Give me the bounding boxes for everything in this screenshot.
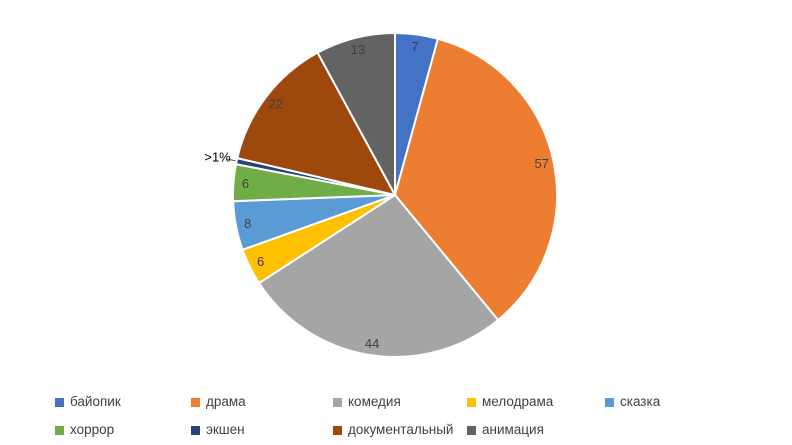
legend-label: анимация [482, 422, 544, 437]
legend-item-анимация: анимация [467, 423, 544, 437]
legend-item-сказка: сказка [605, 395, 660, 409]
legend-marker-icon [55, 397, 64, 407]
legend-item-комедия: комедия [333, 395, 401, 409]
pie-slice-документальный [236, 51, 396, 196]
pie-label-байопик: 7 [411, 39, 418, 54]
legend-label: экшен [206, 422, 245, 437]
legend-marker-icon [333, 425, 342, 435]
pie-slice-анимация [316, 32, 396, 196]
pie-slice-комедия [258, 194, 500, 358]
pie-label-мелодрама: 6 [257, 254, 264, 269]
legend-label: сказка [620, 394, 661, 409]
legend-label: мелодрама [482, 394, 554, 409]
legend-label: байопик [70, 394, 121, 409]
pie-label-комедия: 44 [365, 336, 379, 351]
legend-marker-icon [191, 425, 200, 435]
legend-marker-icon [333, 397, 342, 407]
legend-marker-icon [605, 397, 614, 407]
legend-marker-icon [191, 397, 200, 407]
legend-label: хоррор [70, 422, 115, 437]
pie-label-документальный: 22 [268, 97, 282, 112]
pie-label-сказка: 8 [244, 216, 251, 231]
pie-label-драма: 57 [534, 156, 548, 171]
pie-label-экшен: >1% [204, 150, 231, 165]
legend-item-хоррор: хоррор [55, 423, 114, 437]
legend-marker-icon [55, 425, 64, 435]
legend-item-мелодрама: мелодрама [467, 395, 553, 409]
legend-label: документальный [348, 422, 454, 437]
legend-item-экшен: экшен [191, 423, 245, 437]
pie-label-анимация: 13 [351, 42, 365, 57]
legend-label: комедия [348, 394, 401, 409]
label-leader-line [226, 158, 236, 162]
legend-item-драма: драма [191, 395, 246, 409]
legend-label: драма [206, 394, 246, 409]
legend-item-байопик: байопик [55, 395, 121, 409]
legend-marker-icon [467, 397, 476, 407]
pie-slice-драма [394, 37, 558, 321]
pie-label-хоррор: 6 [242, 176, 249, 191]
legend-marker-icon [467, 425, 476, 435]
legend-item-документальный: документальный [333, 423, 453, 437]
